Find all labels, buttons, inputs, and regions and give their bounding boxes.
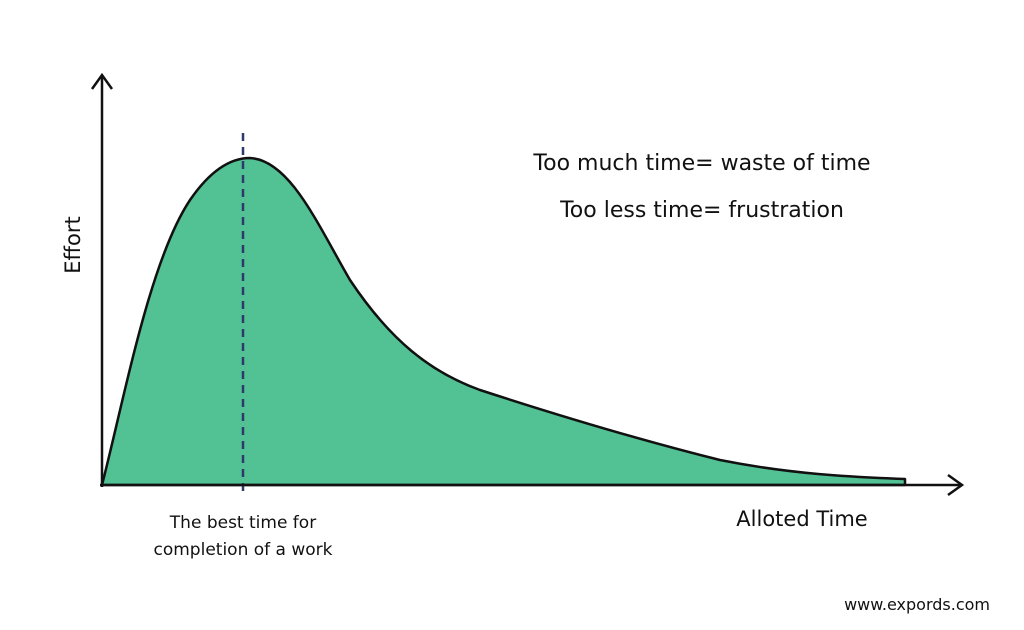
note: Too much time= waste of time bbox=[532, 151, 870, 176]
effort-curve bbox=[100, 156, 907, 487]
y-axis-label: Effort bbox=[61, 216, 85, 273]
marker-label: The best time for bbox=[169, 513, 316, 533]
x-axis-arrow bbox=[947, 473, 965, 497]
note: Too less time= frustration bbox=[559, 198, 844, 223]
footer: www.expords.com bbox=[844, 595, 990, 614]
marker-label: completion of a work bbox=[154, 540, 333, 560]
x-axis-label: Alloted Time bbox=[736, 507, 867, 531]
y-axis-arrow bbox=[90, 72, 114, 90]
